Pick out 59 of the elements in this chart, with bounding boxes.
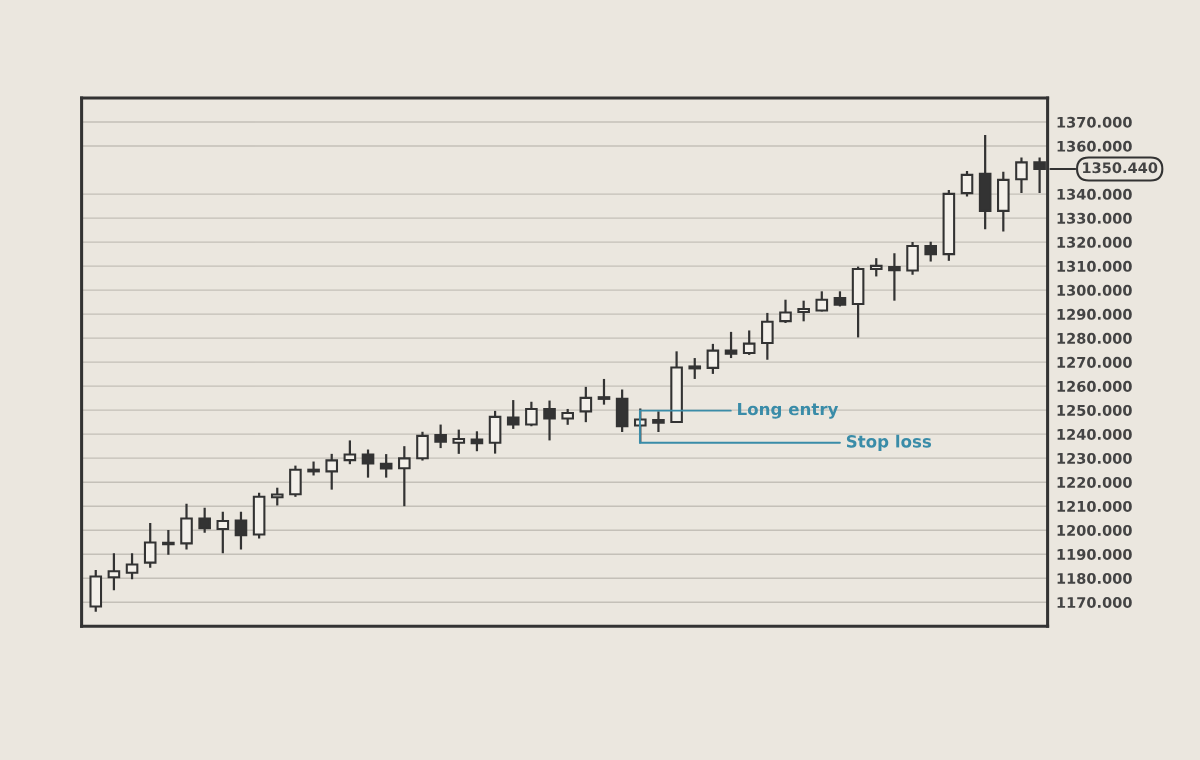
y-tick-label: 1230.000 <box>1057 452 1132 464</box>
y-tick-label: 1250.000 <box>1057 404 1132 416</box>
candlestick <box>869 257 883 278</box>
text: 1350.440 <box>1083 162 1158 174</box>
candlestick <box>198 506 211 534</box>
y-tick-label: 1210.000 <box>1057 500 1132 512</box>
candlestick <box>452 428 466 455</box>
y-tick-label: 1280.000 <box>1057 332 1132 344</box>
candlestick <box>706 342 720 376</box>
ref-line-label: Stop loss <box>846 434 932 451</box>
candlestick <box>416 430 429 462</box>
y-tick-label: 1340.000 <box>1057 188 1132 200</box>
candlestick <box>888 252 901 302</box>
y-tick-label: 1170.000 <box>1057 596 1132 608</box>
candlestick <box>579 385 593 424</box>
candlestick <box>361 448 375 479</box>
candlestick <box>470 430 484 453</box>
candlestick <box>1015 156 1028 195</box>
y-tick-label: 1320.000 <box>1057 236 1132 248</box>
y-tick-label: 1330.000 <box>1057 212 1132 224</box>
y-tick-label: 1290.000 <box>1057 308 1132 320</box>
candlestick <box>506 398 520 430</box>
candlestick <box>162 528 175 556</box>
candlestick <box>143 521 157 569</box>
candlestick <box>379 452 393 479</box>
candlestick <box>815 290 829 313</box>
candlestick <box>688 356 702 381</box>
y-tick-label: 1370.000 <box>1057 116 1132 128</box>
y-tick-label: 1240.000 <box>1057 428 1132 440</box>
candlestick <box>307 460 320 477</box>
candlestick <box>125 552 139 581</box>
y-tick-label: 1190.000 <box>1057 548 1132 560</box>
candlestick <box>434 423 447 450</box>
candlestick <box>597 377 611 406</box>
candlestick <box>525 400 538 428</box>
y-tick-label: 1220.000 <box>1057 476 1132 488</box>
candlestick <box>216 510 230 555</box>
y-tick-label: 1200.000 <box>1057 524 1132 536</box>
candlestick <box>724 330 738 360</box>
candlestick <box>742 329 756 357</box>
candlestick <box>325 452 339 491</box>
y-tick-label: 1300.000 <box>1057 284 1132 296</box>
candlestick <box>234 510 248 551</box>
candlestick <box>107 552 121 592</box>
candlestick <box>543 399 556 442</box>
y-tick-label: 1270.000 <box>1057 356 1132 368</box>
y-tick-label: 1310.000 <box>1057 260 1132 272</box>
candlestick <box>779 298 792 325</box>
candlestick <box>343 439 357 466</box>
candlestick <box>797 299 810 323</box>
y-tick-label: 1360.000 <box>1057 140 1132 152</box>
candlestick <box>960 169 974 198</box>
candlestick <box>652 410 665 434</box>
candlestick <box>761 311 774 361</box>
y-tick-label: 1180.000 <box>1057 572 1132 584</box>
y-tick-label: 1260.000 <box>1057 380 1132 392</box>
candlestick <box>924 240 938 263</box>
candlestick <box>398 445 411 508</box>
ref-line-label: Long entry <box>738 402 839 419</box>
